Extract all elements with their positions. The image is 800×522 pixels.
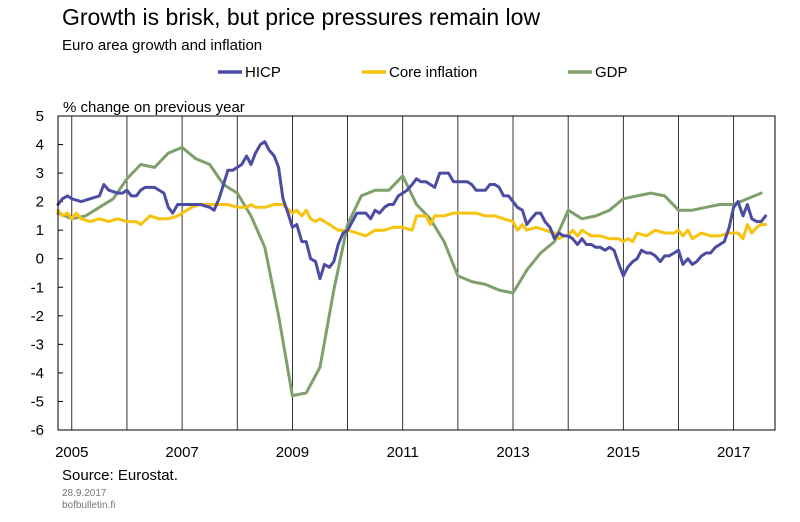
- y-tick-label: -5: [31, 393, 44, 410]
- x-tick-label: 2005: [55, 444, 88, 461]
- y-tick-label: -1: [31, 279, 44, 296]
- x-tick-label: 2015: [607, 444, 640, 461]
- legend-label-gdp: GDP: [595, 64, 628, 81]
- x-tick-label: 2009: [276, 444, 309, 461]
- site-name: bofbulletin.fi: [62, 500, 116, 511]
- y-tick-label: 5: [36, 108, 44, 125]
- y-tick-label: -6: [31, 422, 44, 439]
- grid: [71, 116, 735, 430]
- y-tick-label: -4: [31, 365, 44, 382]
- y-tick-label: 3: [36, 165, 44, 182]
- y-tick-label: 1: [36, 222, 44, 239]
- series-line-hicp: [56, 140, 768, 281]
- legend-label-core-inflation: Core inflation: [389, 64, 477, 81]
- chart-subtitle: Euro area growth and inflation: [62, 37, 263, 54]
- legend-label-hicp: HICP: [245, 64, 281, 81]
- y-axis: 5 4 3 2 1 0 -1 -2 -3 -4 -5 -6: [31, 108, 63, 439]
- legend: HICP Core inflation GDP: [218, 64, 628, 81]
- y-tick-label: -3: [31, 336, 44, 353]
- chart-title: Growth is brisk, but price pressures rem…: [62, 4, 541, 30]
- y-tick-label: 4: [36, 137, 44, 154]
- x-tick-label: 2013: [496, 444, 529, 461]
- y-tick-label: -2: [31, 308, 44, 325]
- x-tick-label: 2017: [717, 444, 750, 461]
- series-line-core-inflation: [56, 203, 768, 244]
- y-tick-label: 0: [36, 251, 44, 268]
- series-line-gdp: [56, 145, 763, 398]
- y-axis-label: % change on previous year: [63, 99, 245, 116]
- source-note: Source: Eurostat.: [62, 467, 178, 484]
- series-lines: [56, 140, 768, 398]
- x-tick-label: 2007: [165, 444, 198, 461]
- plot-area-border: [57, 115, 776, 431]
- publish-date: 28.9.2017: [62, 488, 107, 499]
- y-tick-label: 2: [36, 194, 44, 211]
- x-axis: 2005 2007 2009 2011 2013 2015 2017: [55, 444, 750, 461]
- x-tick-label: 2011: [387, 444, 419, 461]
